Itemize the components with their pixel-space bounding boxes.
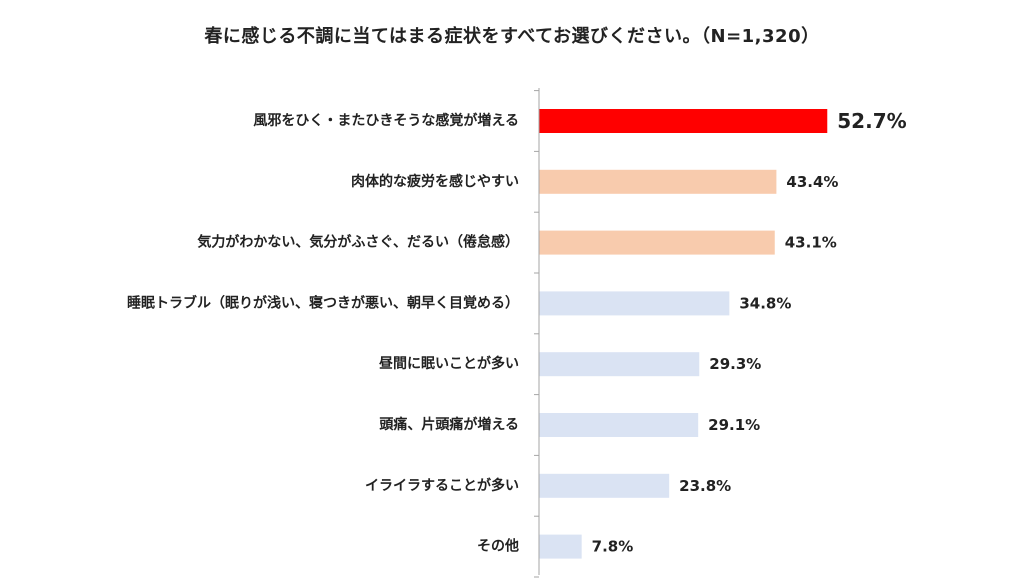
bar-4 (539, 291, 730, 316)
bars-layer (539, 109, 828, 559)
bar-5 (539, 352, 700, 377)
value-label-3: 43.1% (785, 234, 837, 252)
bar-2 (539, 169, 777, 194)
category-label-2: 肉体的な疲労を感じやすい (351, 173, 519, 190)
category-label-5: 昼間に眠いことが多い (379, 355, 519, 372)
bar-8 (539, 534, 582, 559)
value-label-2: 43.4% (786, 173, 838, 191)
value-label-4: 34.8% (739, 294, 791, 312)
value-label-6: 29.1% (708, 416, 760, 434)
category-label-6: 頭痛、片頭痛が増える (379, 416, 519, 433)
bar-1 (539, 109, 828, 133)
labels-layer: 風邪をひく・またひきそうな感覚が増える 52.7% 肉体的な疲労を感じやすい 43.4… (127, 109, 907, 556)
value-label-5: 29.3% (709, 355, 761, 373)
chart-title: 春に感じる不調に当てはまる症状をすべてお選びください。（N=1,320） (204, 26, 820, 47)
value-label-7: 23.8% (679, 477, 731, 495)
category-label-7: イライラすることが多い (365, 477, 519, 494)
value-label-8: 7.8% (592, 538, 634, 556)
axis-layer (534, 88, 540, 578)
value-label-1: 52.7% (837, 109, 906, 133)
bar-3 (539, 230, 775, 255)
bar-6 (539, 413, 699, 437)
category-label-8: その他 (477, 538, 519, 555)
category-label-1: 風邪をひく・またひきそうな感覚が増える (253, 112, 519, 129)
bar-7 (539, 473, 670, 498)
category-label-4: 睡眠トラブル（眠りが浅い、寝つきが悪い、朝早く目覚める） (127, 294, 519, 311)
category-label-3: 気力がわかない、気分がふさぐ、だるい（倦怠感） (197, 234, 519, 251)
